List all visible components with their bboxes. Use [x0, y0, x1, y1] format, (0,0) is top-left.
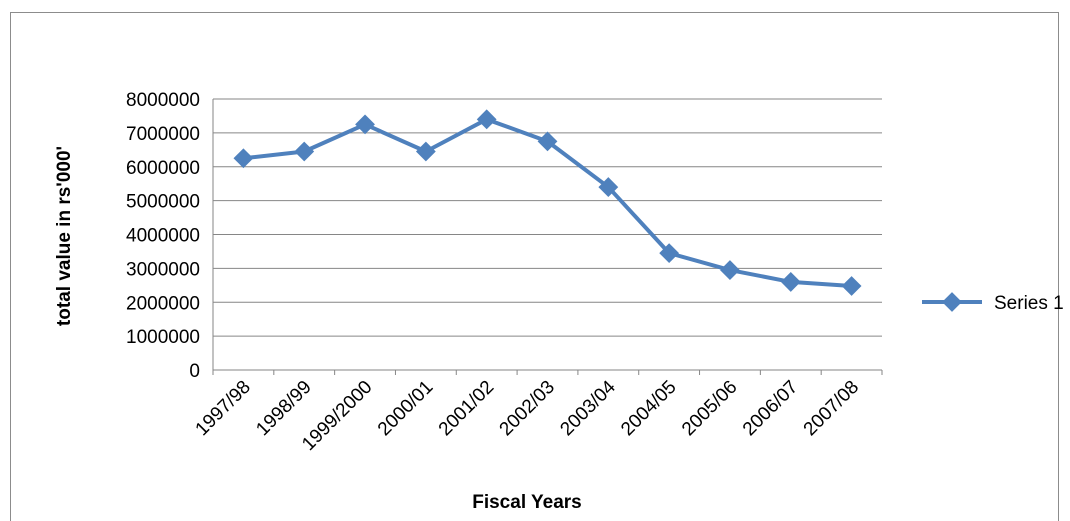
legend-marker: [942, 292, 962, 312]
x-tick-label: 2004/05: [617, 377, 680, 440]
x-tick-label: 1997/98: [192, 377, 255, 440]
legend: Series 1: [922, 292, 1064, 314]
y-tick-label: 1000000: [126, 327, 200, 348]
y-tick-label: 6000000: [126, 158, 200, 179]
data-point: [780, 272, 801, 292]
x-tick-label: 2006/07: [739, 377, 802, 440]
legend-label: Series 1: [994, 293, 1064, 314]
x-tick-label: 2003/04: [556, 376, 620, 440]
y-tick-label: 4000000: [126, 226, 200, 247]
data-point: [355, 114, 375, 135]
y-axis-title: total value in rs'000': [54, 146, 75, 326]
y-tick-label: 0: [189, 361, 200, 382]
data-point: [415, 141, 436, 162]
y-tick-label: 3000000: [126, 259, 200, 280]
x-axis-title: Fiscal Years: [472, 492, 582, 513]
y-tick-label: 7000000: [126, 124, 200, 145]
y-tick-label: 2000000: [126, 293, 200, 314]
y-tick-label: 8000000: [126, 90, 200, 111]
x-tick-label: 1998/99: [252, 377, 315, 440]
chart-frame: [10, 12, 1059, 521]
y-tick-label: 5000000: [126, 192, 200, 213]
x-tick-label: 2002/03: [496, 377, 559, 440]
x-tick-label: 2005/06: [678, 377, 741, 440]
x-tick-label: 2007/08: [800, 377, 863, 440]
data-point: [476, 109, 497, 130]
data-point: [720, 260, 740, 280]
x-axis-ticks: 1997/981998/991999/20002000/012001/02200…: [192, 376, 864, 455]
x-tick-label: 2001/02: [435, 377, 498, 440]
data-point: [841, 276, 862, 296]
x-tick-label: 2000/01: [374, 377, 437, 440]
data-point: [233, 148, 254, 169]
y-axis-ticks: 0 1000000 2000000 3000000 4000000 5000000 6000…: [126, 90, 200, 382]
data-point: [294, 141, 315, 162]
